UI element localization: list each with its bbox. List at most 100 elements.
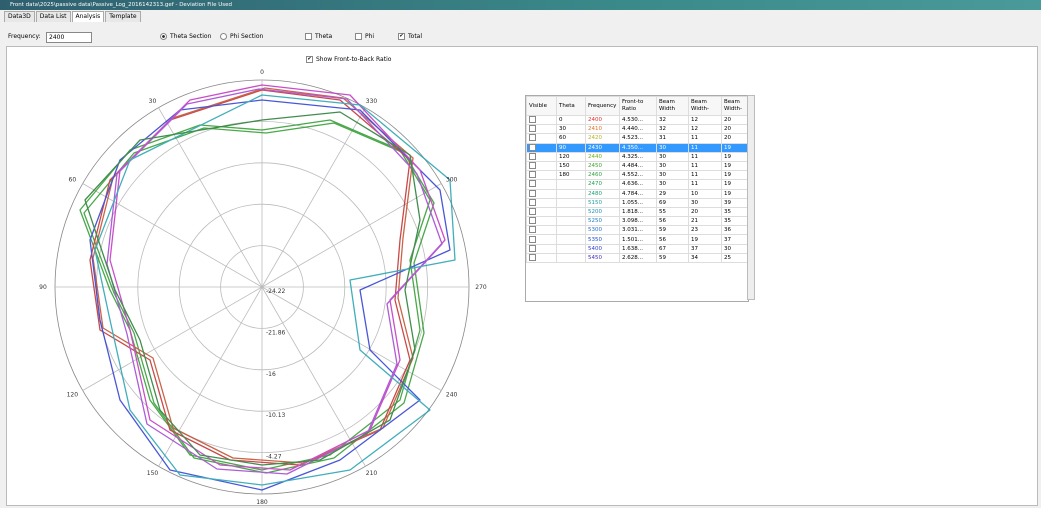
angle-label: 30 — [149, 98, 157, 105]
theta-cell: 30 — [556, 124, 586, 135]
tab[interactable]: Analysis — [71, 11, 105, 22]
theta-section-radio[interactable]: Theta Section — [160, 30, 211, 44]
tab-strip: Data3D Data List Analysis Template — [4, 11, 142, 22]
beam-width-cell: 37 — [688, 243, 722, 254]
theta-cell: 90 — [556, 142, 586, 153]
frequency-cell: 2450 — [585, 160, 620, 172]
table-row[interactable]: 150 2450 4.484... 30 11 19 — [526, 160, 748, 172]
checkbox-indicator[interactable] — [529, 217, 536, 225]
checkbox-indicator[interactable] — [529, 134, 536, 142]
checkbox-indicator[interactable] — [529, 116, 536, 124]
table-row[interactable]: 5300 3.031... 59 23 36 — [526, 225, 748, 236]
checkbox-indicator — [305, 33, 312, 40]
table-row[interactable]: 180 2460 4.552... 30 11 19 — [526, 170, 748, 181]
frequency-table: Visible Theta Frequency Front-to Ratio Beam … — [525, 95, 749, 302]
table: Visible Theta Frequency Front-to Ratio Beam … — [526, 96, 748, 264]
visible-cell — [526, 225, 557, 236]
visible-cell — [526, 170, 557, 181]
theta-checkbox[interactable]: Theta — [305, 30, 332, 44]
beam-width-cell: 29 — [656, 188, 689, 199]
angle-label: 0 — [260, 69, 264, 76]
option-label: Theta Section — [170, 33, 212, 40]
polar-spoke — [82, 183, 263, 288]
checkbox-indicator[interactable]: ✔ — [529, 143, 536, 151]
ratio-cell: 4.530... — [619, 114, 657, 126]
tab[interactable]: Template — [105, 11, 141, 22]
table-row[interactable]: 5400 1.638... 67 37 30 — [526, 243, 748, 254]
ratio-cell: 4.440... — [619, 124, 657, 135]
frequency-cell: 2480 — [585, 188, 620, 199]
polar-spoke — [261, 183, 442, 288]
checkbox-indicator[interactable] — [529, 235, 536, 243]
beam-width-cell: 10 — [688, 188, 722, 199]
beam-width-cell: 39 — [721, 197, 748, 208]
checkbox-indicator[interactable] — [529, 180, 536, 188]
column-header: Beam Width — [656, 96, 689, 116]
table-row[interactable]: 5150 1.055... 69 30 39 — [526, 197, 748, 208]
radio-indicator — [160, 33, 167, 40]
beam-width-cell: 35 — [721, 206, 748, 218]
ratio-cell: 4.484... — [619, 160, 657, 172]
visible-cell — [526, 151, 557, 162]
visible-cell — [526, 206, 557, 218]
beam-width-cell: 19 — [721, 160, 748, 172]
frequency-cell: 2460 — [585, 170, 620, 181]
radial-label: -24.22 — [266, 288, 286, 295]
radial-label: -4.27 — [266, 454, 282, 461]
ratio-cell: 1.818... — [619, 206, 657, 218]
table-row[interactable]: 120 2440 4.325... 30 11 19 — [526, 151, 748, 162]
table-row[interactable]: 5250 3.098... 56 21 35 — [526, 216, 748, 227]
table-row[interactable]: 30 2410 4.440... 32 12 20 — [526, 124, 748, 135]
checkbox-indicator[interactable] — [529, 245, 536, 252]
table-scrollbar[interactable] — [747, 95, 755, 300]
beam-width-cell: 12 — [688, 124, 722, 135]
column-header: Front-to Ratio — [619, 96, 657, 116]
theta-cell — [556, 206, 586, 218]
beam-width-cell: 30 — [656, 142, 689, 153]
checkbox-indicator[interactable] — [529, 199, 536, 206]
checkbox-indicator[interactable] — [529, 226, 536, 234]
checkbox-indicator[interactable] — [529, 171, 536, 179]
table-row[interactable]: 5350 1.501... 56 19 37 — [526, 234, 748, 245]
tab[interactable]: Data List — [35, 11, 71, 22]
visible-cell — [526, 252, 557, 264]
radial-label: -16 — [266, 371, 276, 378]
checkbox-indicator: ✔ — [306, 56, 313, 63]
theta-cell: 120 — [556, 151, 586, 162]
table-row[interactable]: 5200 1.818... 55 20 35 — [526, 206, 748, 218]
table-row[interactable]: 2470 4.636... 30 11 19 — [526, 179, 748, 190]
frequency-dropdown[interactable]: 2400 — [46, 32, 92, 43]
tab[interactable]: Data3D — [4, 11, 35, 22]
total-checkbox[interactable]: ✔ Total — [398, 30, 422, 44]
angle-label: 60 — [69, 177, 77, 184]
checkbox-indicator[interactable] — [529, 254, 536, 261]
ratio-cell: 1.501... — [619, 234, 657, 245]
checkbox-indicator[interactable] — [529, 162, 536, 170]
checkbox-indicator[interactable] — [529, 190, 536, 197]
beam-width-cell: 20 — [721, 133, 748, 144]
table-row[interactable]: 0 2400 4.530... 32 12 20 — [526, 114, 748, 126]
frequency-cell: 5150 — [585, 197, 620, 208]
beam-width-cell: 11 — [688, 179, 722, 190]
phi-checkbox[interactable]: Phi — [355, 30, 374, 44]
option-label: Total — [408, 33, 423, 40]
checkbox-indicator[interactable] — [529, 153, 536, 160]
checkbox-indicator[interactable] — [529, 125, 536, 133]
table-row[interactable]: 2480 4.784... 29 10 19 — [526, 188, 748, 199]
checkbox-indicator[interactable] — [529, 208, 536, 215]
beam-width-cell: 20 — [721, 124, 748, 135]
beam-width-cell: 11 — [688, 160, 722, 172]
phi-section-radio[interactable]: Phi Section — [220, 30, 263, 44]
frequency-cell: 2430 — [585, 142, 620, 153]
column-header: Theta — [556, 96, 586, 116]
table-row[interactable]: 60 2420 4.523... 31 11 20 — [526, 133, 748, 144]
polar-spoke — [261, 286, 366, 467]
angle-label: 180 — [256, 499, 268, 506]
table-row[interactable]: 5450 2.628... 59 34 25 — [526, 252, 748, 264]
polar-spoke — [261, 286, 442, 391]
front-to-back-checkbox[interactable]: ✔ Show Front-to-Back Ratio — [306, 53, 391, 67]
table-row[interactable]: ✔ 90 2430 4.350... 30 11 19 — [526, 142, 748, 153]
beam-width-cell: 30 — [721, 243, 748, 254]
ratio-cell: 1.638... — [619, 243, 657, 254]
beam-width-cell: 20 — [688, 206, 722, 218]
